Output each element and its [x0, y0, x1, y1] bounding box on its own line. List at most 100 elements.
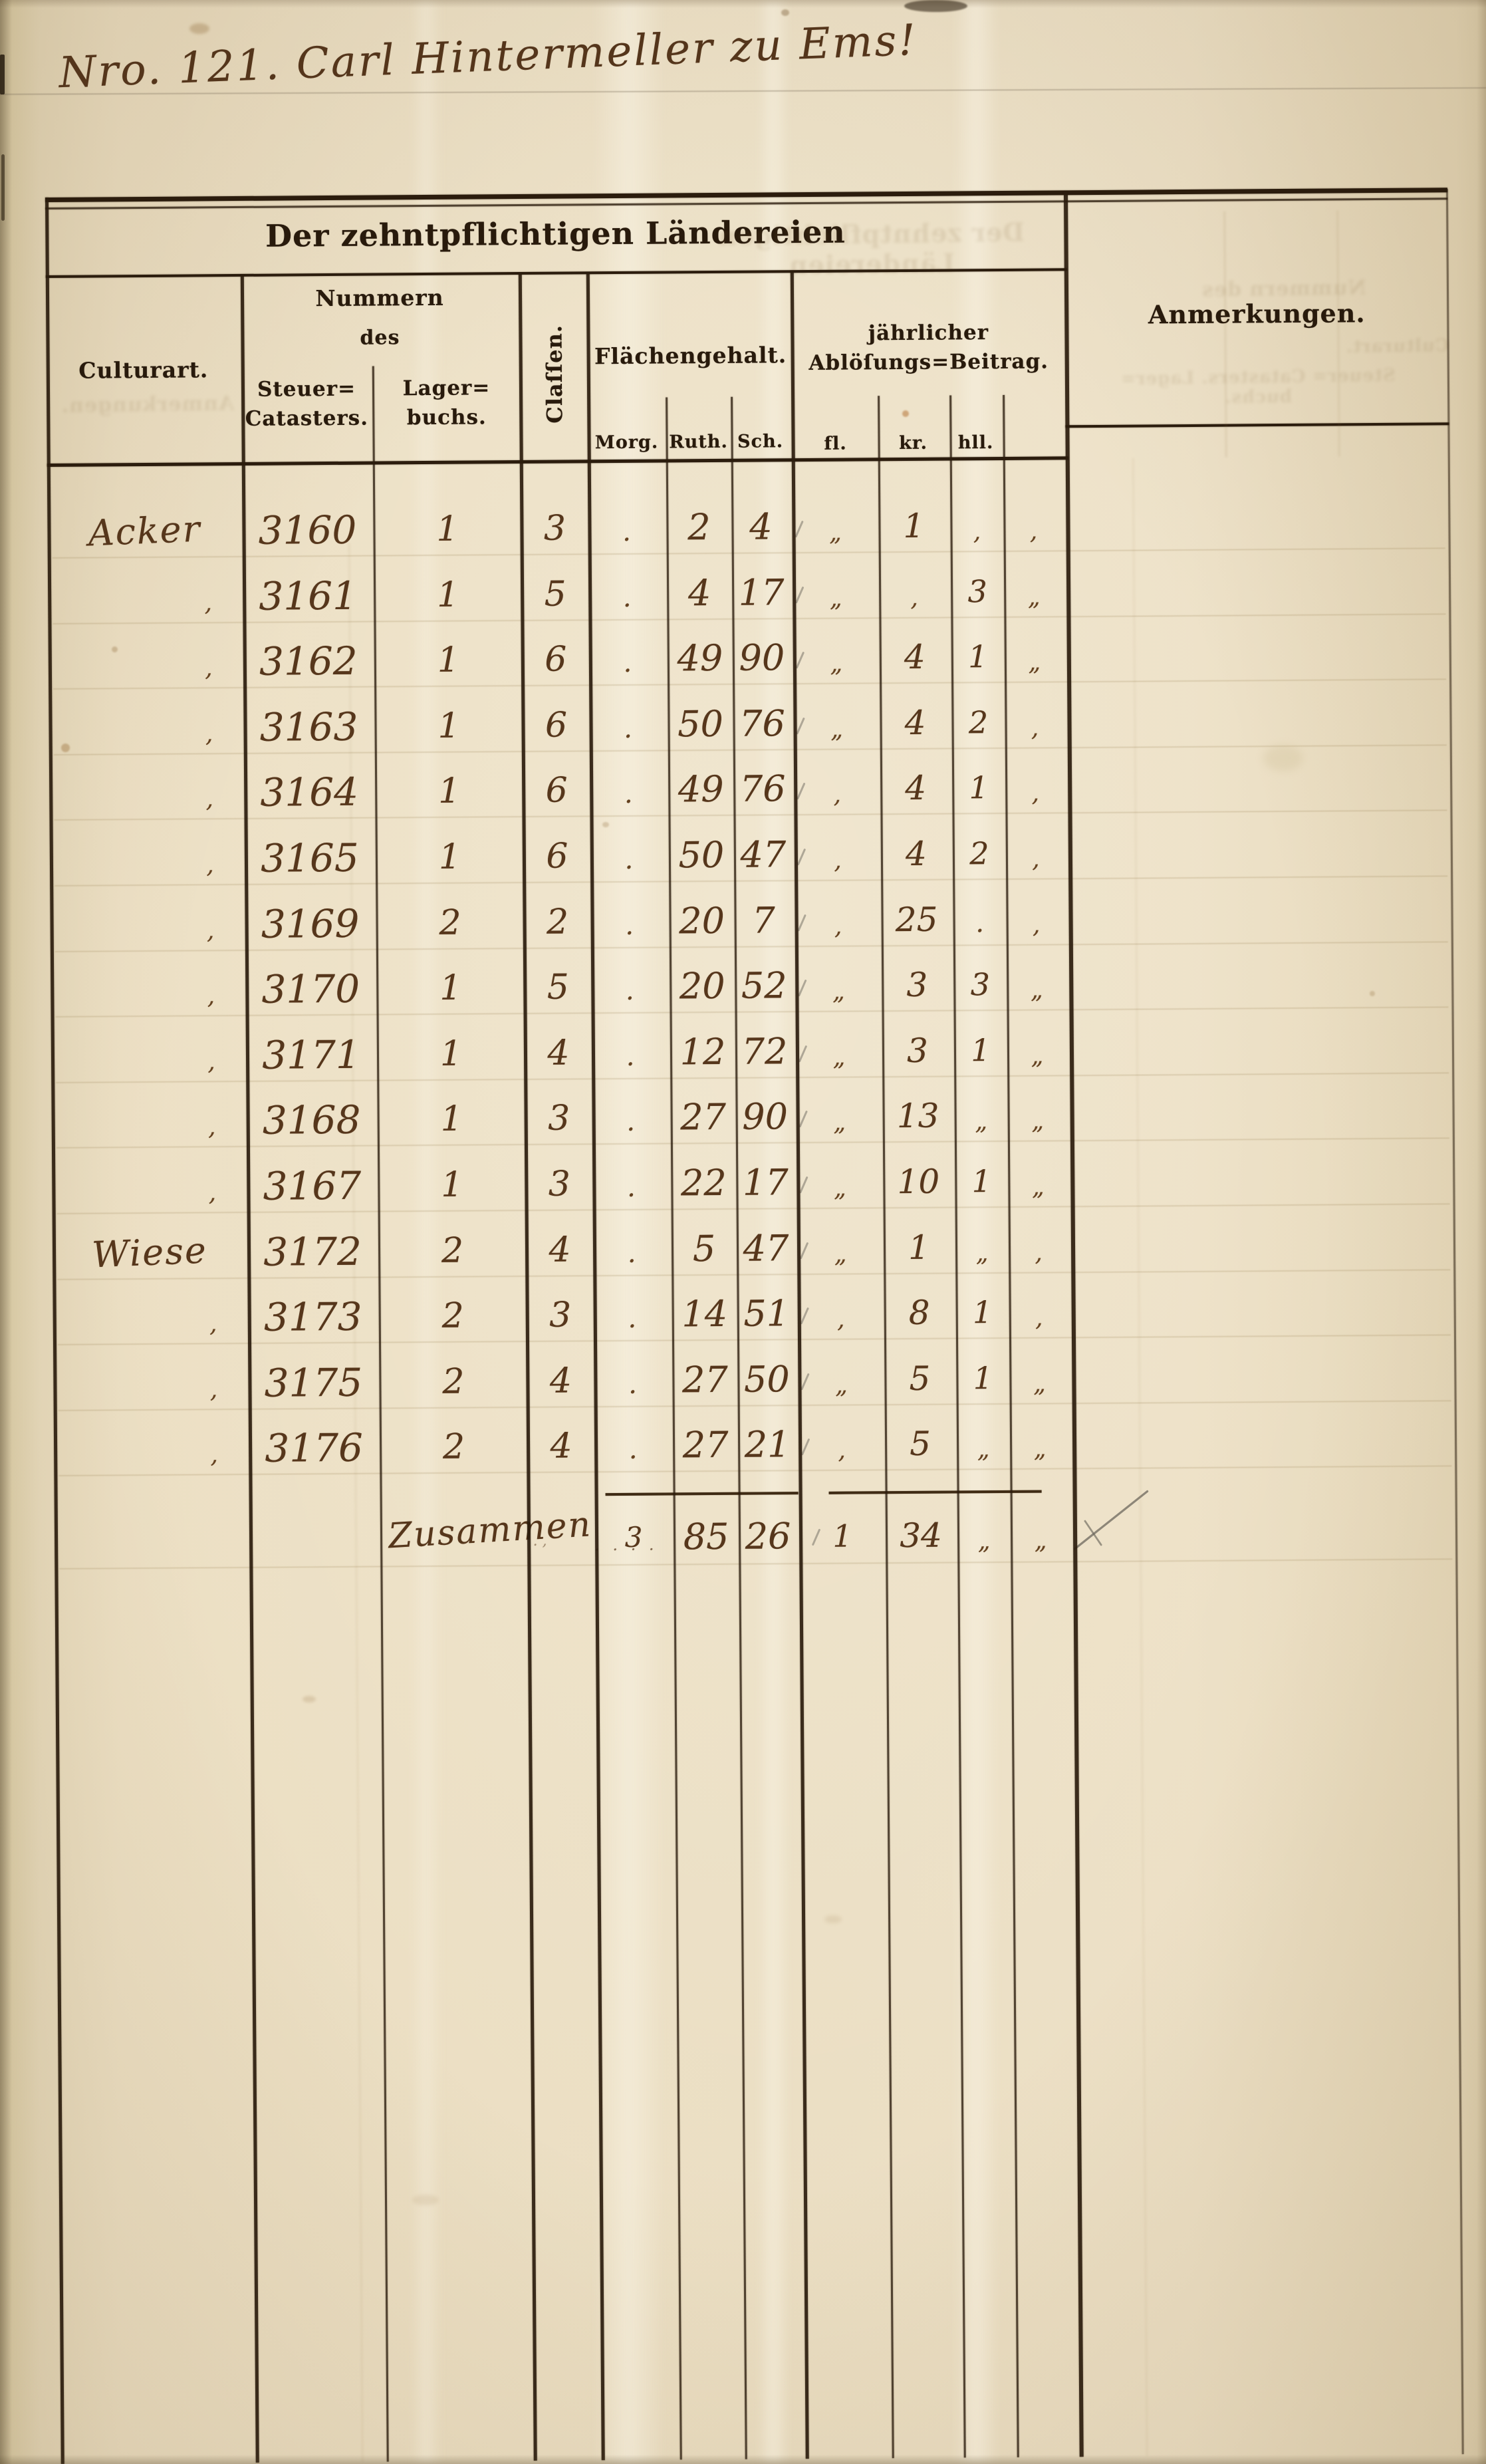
column-beitrag: jährlicher	[868, 321, 989, 346]
row-cell-morg: .	[628, 1303, 637, 1335]
row-cell-fl: 1	[832, 1518, 852, 1554]
row-cell-rest: ,	[1035, 1304, 1043, 1332]
row-cell-ruth: 50	[678, 833, 725, 877]
row-cell-hll: 1	[972, 1294, 993, 1331]
row-cell-ruth: 12	[680, 1030, 726, 1073]
row-cell-fl: „	[829, 519, 842, 547]
row-cell-morg: .	[622, 516, 632, 547]
column-lagerbuchs: Lager=	[402, 376, 491, 401]
row-cell-ruth: 27	[682, 1424, 729, 1466]
row-cell-steuer: 3173	[263, 1294, 362, 1340]
row-cell-ruth: 14	[681, 1293, 728, 1335]
row-cell-steuer: 3162	[259, 638, 358, 684]
row-cell-hll: 1	[969, 769, 989, 806]
row-cell-rest: „	[1031, 1107, 1045, 1136]
row-cell-hll: 1	[973, 1359, 993, 1397]
row-cell-classe: 3	[548, 1164, 571, 1204]
row-cell-steuer: 3165	[260, 835, 359, 881]
row-cell-ruth: 20	[679, 965, 725, 1008]
column-kr: kr.	[899, 432, 928, 454]
row-cell-rest: ,	[1032, 911, 1041, 939]
row-cell-ruth: 50	[677, 702, 724, 746]
row-cell-ruth: 5	[692, 1227, 716, 1270]
row-cell-morg: .	[626, 1041, 635, 1072]
row-cell-fl: „	[830, 650, 843, 678]
row-cell-sch: 7	[752, 898, 775, 942]
row-cell-morg: .	[627, 1238, 636, 1269]
paper-stain	[781, 9, 789, 16]
row-cell-sch: 47	[740, 833, 787, 876]
row-cell-classe: 6	[545, 770, 568, 811]
row-cell-rest: „	[1030, 976, 1043, 1004]
row-cell-sch: 90	[739, 636, 785, 679]
row-cell-sch: 50	[743, 1358, 790, 1401]
row-cell-classe: 4	[549, 1361, 572, 1401]
row-cell-morg: .	[625, 976, 634, 1007]
column-hll: hll.	[957, 432, 994, 454]
row-cell-classe: 5	[547, 967, 570, 1008]
row-cell-rest: ,	[1029, 517, 1038, 545]
paper-stain	[303, 1696, 316, 1703]
paper-stain	[1370, 991, 1375, 996]
row-cell-sch: 76	[739, 702, 786, 745]
row-cell-fl: ,	[833, 781, 842, 809]
row-cell-lager: 2	[441, 1230, 464, 1271]
paper-stain	[824, 1915, 842, 1923]
row-cell-fl: „	[833, 1174, 846, 1202]
row-cell-steuer: 3176	[265, 1425, 364, 1472]
row-cell-fl: ,	[834, 912, 842, 940]
row-cell-morg: .	[628, 1435, 638, 1466]
row-cell-steuer: 3164	[260, 769, 359, 816]
row-cell-kr: 25	[895, 900, 938, 939]
row-cell-steuer: 3169	[261, 900, 360, 947]
row-cell-morg: .	[625, 910, 634, 941]
row-cell-hll: 3	[970, 966, 991, 1003]
paper-stain	[189, 23, 209, 34]
row-cell-kr: 8	[908, 1293, 930, 1333]
row-cell-hll: „	[977, 1436, 990, 1464]
paper-stain	[1263, 745, 1303, 771]
page-edge-left-streak	[1, 154, 5, 221]
row-cell-kr: 1	[903, 506, 925, 546]
row-cell-lager: 2	[441, 1296, 464, 1337]
column-nummern: Nummern	[315, 284, 444, 312]
row-cell-morg: .	[624, 844, 634, 875]
row-cell-hll: 2	[969, 835, 989, 872]
row-cell-sch: 90	[742, 1095, 789, 1139]
row-cell-kr: 1	[908, 1228, 930, 1267]
row-cell-steuer: 3175	[264, 1359, 363, 1406]
row-cell-hll: 1	[971, 1163, 992, 1200]
pencil-check-mark	[1073, 1490, 1149, 1550]
row-cell-sch: 47	[743, 1226, 789, 1270]
column-morg: Morg.	[594, 432, 659, 454]
row-cell-steuer: 3160	[258, 507, 357, 553]
row-cell-morg: .	[624, 713, 633, 744]
row-cell-ruth: 4	[687, 571, 711, 614]
row-cell-ruth: 49	[678, 768, 724, 811]
paper-stain	[412, 2195, 439, 2205]
row-cell-morg: .	[624, 779, 633, 810]
bleed-through-line	[1223, 211, 1227, 458]
row-cell-steuer: 3172	[263, 1228, 362, 1275]
row-cell-lager: 2	[442, 1361, 465, 1402]
row-cell-rest: „	[1027, 583, 1041, 611]
page-edge-bottom	[0, 2455, 1486, 2464]
bleed-through-line	[1132, 458, 1148, 2457]
row-cell-hll: 1	[968, 638, 988, 675]
column-steuer-catasters2: Catasters.	[245, 406, 369, 431]
row-cell-fl: ,	[836, 1305, 845, 1333]
row-cell-ruth: 27	[681, 1358, 728, 1401]
column-steuer-catasters: Steuer=	[257, 376, 356, 402]
row-cell-lager: 1	[437, 706, 460, 746]
column-flaechengehalt: Flächengehalt.	[594, 342, 787, 370]
row-cell-steuer: 3168	[262, 1097, 361, 1144]
row-cell-fl: „	[830, 716, 844, 744]
row-cell-fl: „	[835, 1371, 848, 1399]
paper-stain	[61, 744, 70, 752]
row-cell-hll: 1	[971, 1031, 991, 1069]
row-cell-kr: 4	[905, 769, 927, 808]
row-cell-kr: 4	[904, 703, 926, 742]
row-cell-sch: 17	[738, 571, 785, 614]
row-cell-hll: „	[975, 1239, 989, 1267]
